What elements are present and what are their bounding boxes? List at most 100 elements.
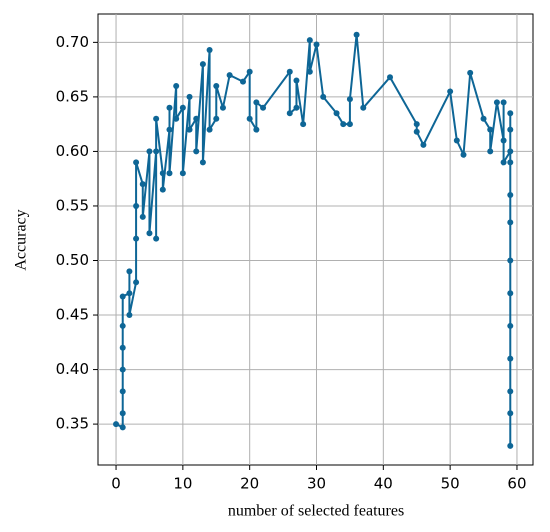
data-point <box>300 121 307 128</box>
data-point <box>206 46 213 53</box>
data-point <box>166 170 173 177</box>
x-tick-label: 20 <box>240 475 259 493</box>
data-point <box>126 290 133 297</box>
data-point <box>119 366 126 373</box>
data-point <box>420 141 427 148</box>
data-point <box>507 442 514 449</box>
data-point <box>186 93 193 100</box>
y-tick-label: 0.60 <box>56 142 89 160</box>
data-point <box>413 128 420 135</box>
x-tick-label: 50 <box>441 475 460 493</box>
data-point <box>146 230 153 237</box>
data-point <box>126 268 133 275</box>
data-point <box>487 148 494 155</box>
data-point <box>333 110 340 117</box>
data-point <box>199 61 206 68</box>
x-tick-label: 0 <box>111 475 121 493</box>
data-point <box>500 159 507 166</box>
data-point <box>306 37 313 44</box>
data-point <box>467 69 474 76</box>
data-point <box>119 322 126 329</box>
data-point <box>199 159 206 166</box>
x-tick-label: 10 <box>173 475 192 493</box>
data-point <box>246 68 253 75</box>
y-tick-label: 0.65 <box>56 87 89 105</box>
x-tick-label: 40 <box>374 475 393 493</box>
data-point <box>346 121 353 128</box>
x-axis-label: number of selected features <box>228 503 404 520</box>
data-point <box>133 279 140 286</box>
data-point <box>507 219 514 226</box>
data-point <box>173 115 180 122</box>
data-point <box>226 72 233 79</box>
data-point <box>146 148 153 155</box>
data-point <box>340 121 347 128</box>
data-point <box>119 410 126 417</box>
data-point <box>179 104 186 111</box>
data-point <box>286 68 293 75</box>
series-line <box>115 34 512 446</box>
data-point <box>360 104 367 111</box>
data-point <box>253 126 260 133</box>
plot-frame <box>97 13 534 466</box>
data-point <box>219 104 226 111</box>
data-point <box>166 104 173 111</box>
data-point <box>493 99 500 106</box>
data-point <box>460 151 467 158</box>
y-tick-label: 0.35 <box>56 415 89 433</box>
data-point <box>119 293 126 300</box>
data-point <box>293 77 300 84</box>
data-point <box>159 170 166 177</box>
data-point <box>253 99 260 106</box>
data-point <box>507 126 514 133</box>
data-point <box>507 388 514 395</box>
data-point <box>507 290 514 297</box>
data-point <box>133 159 140 166</box>
y-tick-label: 0.70 <box>56 33 89 51</box>
data-point <box>447 88 454 95</box>
data-point <box>213 115 220 122</box>
data-point <box>166 126 173 133</box>
data-point <box>507 322 514 329</box>
data-point <box>500 137 507 144</box>
data-point <box>206 126 213 133</box>
data-point <box>193 115 200 122</box>
data-point <box>480 115 487 122</box>
y-tick-label: 0.50 <box>56 251 89 269</box>
y-tick-label: 0.55 <box>56 196 89 214</box>
data-point <box>306 68 313 75</box>
data-point <box>507 355 514 362</box>
data-point <box>507 192 514 199</box>
data-point <box>153 148 160 155</box>
data-point <box>346 96 353 103</box>
data-point <box>153 235 160 242</box>
data-point <box>246 115 253 122</box>
data-point <box>487 126 494 133</box>
data-point <box>159 186 166 193</box>
data-point <box>113 421 120 428</box>
data-point <box>139 181 146 188</box>
y-axis-label: Accuracy <box>13 209 30 270</box>
data-point <box>139 213 146 220</box>
data-point <box>133 202 140 209</box>
data-point <box>126 312 133 319</box>
data-point <box>507 410 514 417</box>
data-point <box>240 78 246 85</box>
data-point <box>507 148 514 155</box>
y-tick-label: 0.45 <box>56 306 89 324</box>
data-point <box>500 99 507 106</box>
data-point <box>313 41 320 48</box>
data-point <box>186 126 193 133</box>
data-point <box>453 137 460 144</box>
data-point <box>179 170 186 177</box>
data-point <box>353 31 360 38</box>
data-point <box>173 82 180 89</box>
data-point <box>387 74 394 81</box>
y-tick-label: 0.40 <box>56 360 89 378</box>
data-point <box>153 115 160 122</box>
data-point <box>293 104 300 111</box>
x-tick-label: 60 <box>507 475 526 493</box>
data-point <box>507 110 514 117</box>
data-point <box>507 159 514 166</box>
